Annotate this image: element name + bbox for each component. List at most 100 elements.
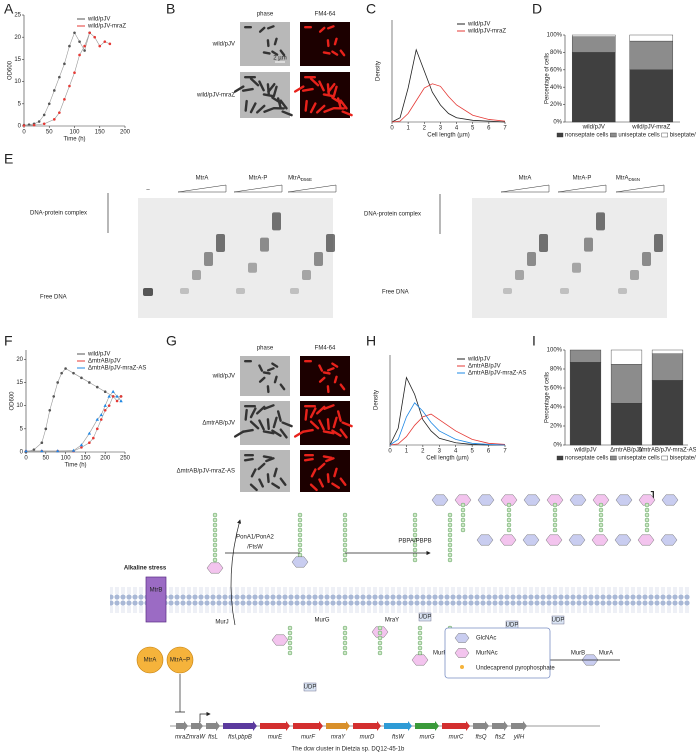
legend-swatch: [556, 132, 564, 138]
decoration: [412, 537, 418, 543]
decoration: [262, 51, 271, 55]
legend-label: wild/pJV-mraZ: [467, 29, 506, 35]
bar-segment: [629, 69, 674, 123]
y-axis-label: OD600: [10, 391, 16, 411]
decoration: [175, 674, 185, 713]
marker: [56, 381, 59, 384]
decoration: [297, 527, 303, 533]
x-tick-label: 200: [120, 130, 131, 136]
marker: [53, 89, 56, 92]
decoration: [557, 184, 607, 193]
decoration: [454, 633, 470, 643]
decoration: [342, 517, 348, 523]
decoration: [248, 262, 257, 273]
decoration: [447, 537, 453, 543]
gene-label: mraW: [189, 735, 206, 741]
decoration: [212, 517, 218, 523]
decoration: [552, 507, 558, 513]
decoration: [460, 502, 466, 508]
decoration: [258, 80, 265, 92]
y-tick-label: 40%: [550, 85, 563, 91]
y-tick-label: 60%: [550, 67, 563, 73]
decoration: [660, 534, 678, 546]
decoration: [644, 502, 650, 508]
decoration: [598, 512, 604, 518]
decoration: [591, 534, 609, 546]
gene-label: ftsW: [392, 735, 405, 741]
gene-label: murG: [420, 735, 435, 741]
x-tick-label: 2: [421, 449, 425, 455]
decoration: [412, 517, 418, 523]
y-tick-label: 25: [14, 13, 21, 19]
decoration: [287, 640, 293, 646]
decoration: [506, 522, 512, 528]
enzyme-label: MraY: [385, 618, 399, 624]
decoration: [341, 110, 353, 117]
bar-segment: [569, 349, 602, 363]
decoration: [342, 630, 348, 636]
x-tick-label: 150: [95, 130, 106, 136]
decoration: [460, 522, 466, 528]
series-line: [389, 376, 505, 446]
decoration: [293, 85, 305, 93]
decoration: [266, 418, 270, 431]
marker: [40, 449, 44, 453]
marker: [42, 113, 46, 117]
decoration: [476, 534, 494, 546]
decoration: [166, 646, 194, 674]
column-header: phase: [257, 346, 274, 352]
legend-label: ΔmtrAB/pJV-mraZ-AS: [468, 371, 526, 377]
marker: [107, 404, 111, 407]
decoration: [262, 430, 275, 435]
decoration: [258, 376, 266, 383]
series-line: [26, 395, 122, 452]
decoration: [276, 410, 282, 422]
decoration: [318, 364, 324, 372]
decoration: [300, 356, 350, 396]
decoration: [339, 383, 346, 391]
decoration: [317, 462, 326, 471]
decoration: [287, 625, 293, 631]
decoration: [260, 721, 290, 731]
decoration: [176, 721, 188, 731]
gel-label: Free DNA: [382, 290, 409, 296]
marker: [78, 40, 81, 43]
decoration: [447, 542, 453, 548]
decoration: [333, 37, 338, 46]
decoration: [377, 635, 383, 641]
decoration: [339, 49, 346, 57]
decoration: [506, 527, 512, 533]
decoration: [339, 428, 348, 439]
decoration: [304, 454, 314, 457]
y-tick-label: 15: [14, 57, 21, 63]
bar-segment: [571, 34, 616, 37]
lane-label: –: [146, 188, 150, 194]
marker: [40, 441, 44, 445]
decoration: [339, 477, 347, 486]
decoration: [322, 51, 331, 55]
decoration: [304, 405, 316, 408]
bar-segment: [629, 40, 674, 70]
x-tick-label: 4: [454, 449, 458, 455]
decoration: [431, 494, 449, 506]
decoration: [249, 420, 260, 430]
gene-label: ftsI,pbpB: [228, 735, 252, 741]
udp-label: UDP: [506, 623, 519, 629]
decoration: [342, 527, 348, 533]
gel-label: DNA-protein complex: [364, 212, 421, 218]
x-tick-label: 3: [438, 449, 442, 455]
x-tick-label: wild/pJV-mraZ: [631, 125, 670, 131]
bar-segment: [571, 36, 616, 53]
legend-label: wild/pJV: [87, 17, 110, 23]
x-tick-label: 100: [61, 456, 72, 462]
decoration: [315, 104, 326, 114]
decoration: [249, 483, 258, 492]
series-line: [26, 391, 122, 452]
marker: [92, 436, 95, 440]
gene-label: ylIH: [513, 735, 525, 741]
decoration: [250, 468, 257, 478]
decoration: [460, 527, 466, 533]
marker: [22, 124, 26, 127]
decoration: [273, 37, 278, 46]
column-header: FM4-64: [315, 12, 336, 18]
